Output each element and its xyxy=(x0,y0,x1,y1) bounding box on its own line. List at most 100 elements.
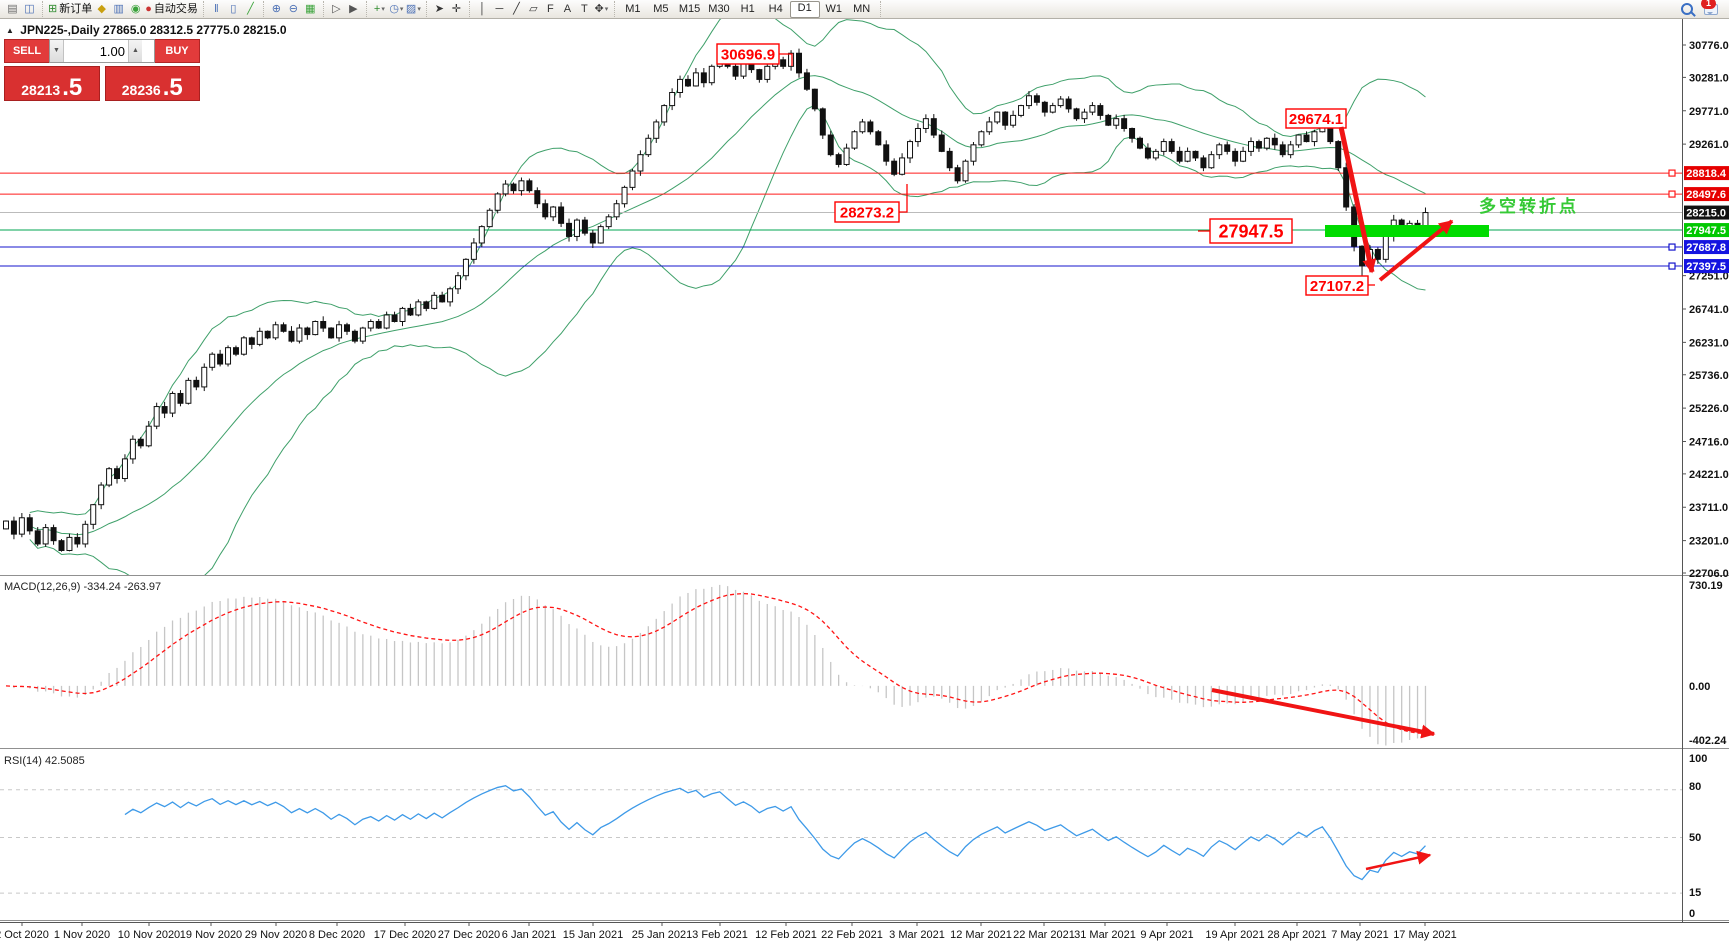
rsi-panel[interactable] xyxy=(0,785,1682,894)
cursor-icon[interactable]: ➤ xyxy=(432,2,447,17)
text-icon[interactable]: A xyxy=(560,2,575,17)
timeframe-button-m5[interactable]: M5 xyxy=(653,2,669,15)
volume-increase-button[interactable]: ▲ xyxy=(128,40,142,62)
candle xyxy=(1025,91,1032,109)
period-clock-icon: ◷ xyxy=(389,2,399,15)
candle xyxy=(177,390,184,407)
dropdown-caret-icon[interactable]: ▾ xyxy=(417,5,421,13)
collapse-marker-icon[interactable]: ▲ xyxy=(6,26,14,35)
price-annotation-27107.2[interactable]: 27107.2 xyxy=(1305,275,1375,296)
template-icon[interactable]: ▨ ▾ xyxy=(406,2,421,17)
price-tag-27397.5[interactable]: 27397.5 xyxy=(1684,259,1729,274)
candle xyxy=(867,119,874,135)
candle xyxy=(1184,147,1191,163)
channel-icon[interactable]: ▱ xyxy=(526,2,541,17)
candle xyxy=(946,147,953,172)
trend-arrow-0[interactable] xyxy=(1338,126,1377,274)
line-handle[interactable] xyxy=(1668,190,1676,198)
svg-text:26231.0: 26231.0 xyxy=(1689,337,1729,349)
volume-decrease-button[interactable]: ▼ xyxy=(50,40,64,62)
trend-arrow-1[interactable] xyxy=(1378,219,1454,282)
price-tag-27947.5[interactable]: 27947.5 xyxy=(1684,223,1729,238)
search-icon[interactable] xyxy=(1673,2,1701,17)
candle xyxy=(827,130,834,157)
chart-preview-icon[interactable]: ◫ xyxy=(22,2,37,17)
sell-button[interactable]: SELL xyxy=(4,39,49,63)
crosshair-icon[interactable]: ✛ xyxy=(449,2,464,17)
timeframe-button-h4[interactable]: H4 xyxy=(768,2,783,15)
tile-windows-icon[interactable]: ▦ xyxy=(303,2,318,17)
timeframe-button-m15[interactable]: M15 xyxy=(678,2,701,15)
price-tag-28818.4[interactable]: 28818.4 xyxy=(1684,166,1729,181)
trend-arrow-2[interactable] xyxy=(1211,688,1436,739)
terminal-icon[interactable]: ▥ xyxy=(111,2,126,17)
notification-badge[interactable]: 1 xyxy=(1701,0,1716,9)
candle xyxy=(669,88,676,111)
zoom-out-icon[interactable]: ⊖ xyxy=(286,2,301,17)
price-tag-27687.8[interactable]: 27687.8 xyxy=(1684,240,1729,255)
svg-text:24716.0: 24716.0 xyxy=(1689,436,1729,448)
timeframe-button-m1[interactable]: M1 xyxy=(625,2,641,15)
timeframe-button-h1[interactable]: H1 xyxy=(740,2,755,15)
vline-icon[interactable]: │ xyxy=(475,2,490,17)
line-chart-icon[interactable]: ╱ xyxy=(243,2,258,17)
hline-icon[interactable]: ─ xyxy=(492,2,507,17)
date-axis[interactable]: 2 Oct 2020 1 Nov 2020 10 Nov 2020 19 Nov 20… xyxy=(0,922,1457,941)
gold-icon[interactable]: ◆ xyxy=(94,2,109,17)
price-annotation-27947.5[interactable]: 27947.5 xyxy=(1198,218,1293,244)
line-handle[interactable] xyxy=(1668,169,1676,177)
profile-add-icon[interactable]: ▶ xyxy=(346,2,361,17)
dropdown-caret-icon[interactable]: ▾ xyxy=(399,5,404,13)
trendline-icon[interactable]: ╱ xyxy=(509,2,524,17)
period-clock-icon[interactable]: ◷ ▾ xyxy=(389,2,404,17)
price-tag-28215.0[interactable]: 28215.0 xyxy=(1684,205,1729,220)
candle xyxy=(1121,114,1128,132)
price-axis-labels: 30776.0 30281.0 29771.0 29261.0 27251.0 26741… xyxy=(1682,40,1729,580)
candle xyxy=(1335,140,1342,172)
trend-arrow-3[interactable] xyxy=(1365,850,1432,871)
dropdown-caret-icon[interactable]: ▾ xyxy=(381,5,385,13)
indicators-add-icon[interactable]: + ▾ xyxy=(372,2,387,17)
price-annotation-30696.9[interactable]: 30696.9 xyxy=(716,43,793,66)
profile-icon: ▷ xyxy=(332,2,341,15)
price-annotation-28273.2[interactable]: 28273.2 xyxy=(834,184,908,223)
timeframe-button-m30[interactable]: M30 xyxy=(708,2,730,15)
text-label-icon[interactable]: T xyxy=(577,2,592,17)
timeframe-button-mn[interactable]: MN xyxy=(853,2,871,15)
document-icon[interactable]: ▤ xyxy=(5,2,20,17)
price-annotation-29674.1[interactable]: 29674.1 xyxy=(1285,108,1347,129)
cursor-icon: ➤ xyxy=(434,2,444,15)
shapes-icon[interactable]: ✥ ▾ xyxy=(594,2,609,17)
candle xyxy=(359,326,366,344)
fibonacci-icon[interactable]: F xyxy=(543,2,558,17)
bar-chart-icon: ‖ xyxy=(214,2,219,15)
sell-price[interactable]: 28213 .5 xyxy=(4,66,100,101)
zoom-in-icon[interactable]: ⊕ xyxy=(269,2,284,17)
bar-chart-icon[interactable]: ‖ xyxy=(209,2,224,17)
date-label: 22 Mar 2021 xyxy=(1013,929,1075,941)
line-handle[interactable] xyxy=(1668,262,1676,270)
candle xyxy=(1263,137,1270,151)
timeframe-button-d1[interactable]: D1 xyxy=(789,0,820,18)
support-zone-highlight[interactable] xyxy=(1325,225,1489,237)
sell-price-main: 28213 xyxy=(21,81,61,98)
buy-price[interactable]: 28236 .5 xyxy=(104,66,200,101)
candle xyxy=(613,199,620,220)
candle xyxy=(1073,107,1080,121)
volume-input[interactable] xyxy=(64,40,128,62)
autotrade-icon[interactable]: ● 自动交易 xyxy=(145,2,198,17)
profile-icon[interactable]: ▷ xyxy=(329,2,344,17)
svg-text:28273.2: 28273.2 xyxy=(840,204,894,221)
candle-chart-icon[interactable]: ▯ xyxy=(226,2,241,17)
line-handle[interactable] xyxy=(1668,243,1676,251)
macd-panel[interactable] xyxy=(5,584,1427,746)
price-tag-28497.6[interactable]: 28497.6 xyxy=(1684,187,1729,202)
signal-icon[interactable]: ◉ xyxy=(128,2,143,17)
pivot-point-label[interactable]: 多空转折点 xyxy=(1479,196,1579,216)
dropdown-caret-icon[interactable]: ▾ xyxy=(604,5,609,13)
chat-icon[interactable]: 1 xyxy=(1701,0,1718,17)
new-order-icon[interactable]: ⊞ 新订单 xyxy=(48,2,92,17)
buy-button[interactable]: BUY xyxy=(155,39,200,63)
timeframe-button-w1[interactable]: W1 xyxy=(825,2,842,15)
